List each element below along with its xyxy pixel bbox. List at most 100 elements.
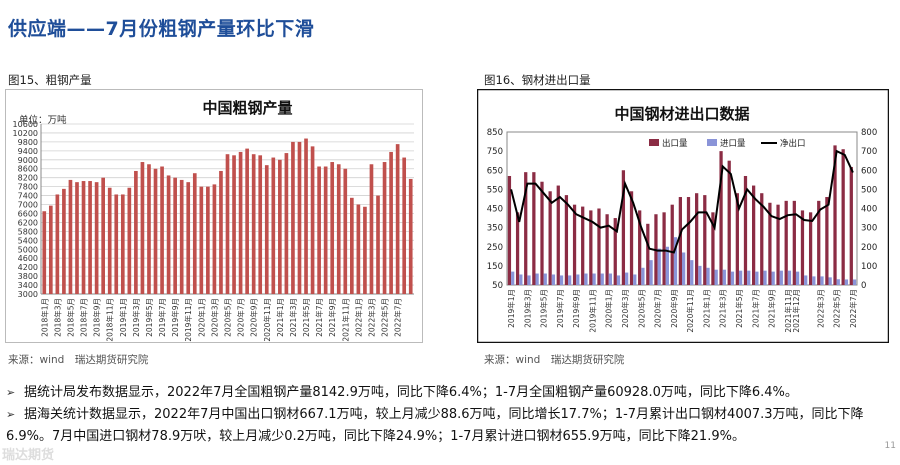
bar [278, 159, 282, 294]
x-tick-label: 2021年3月 [288, 298, 298, 337]
export-bar [532, 172, 536, 285]
x-tick-label: 2021年1月 [275, 298, 285, 337]
bar [251, 154, 256, 294]
export-bar [711, 212, 715, 285]
x-tick-label: 2019年11月 [183, 298, 193, 342]
bullet-item: ➢ 据海关统计数据显示，2022年7月中国出口钢材667.1万吨，较上月减少88.… [6, 404, 896, 448]
import-bar [641, 267, 645, 285]
legend-import-swatch [707, 139, 717, 146]
right-figure-caption: 图16、钢材进出口量 [484, 73, 591, 87]
export-bar [564, 195, 569, 285]
bar [323, 166, 328, 294]
x-tick-label: 2020年11月 [262, 298, 272, 342]
bar [94, 182, 99, 294]
export-bar [524, 172, 528, 285]
x-tick-label: 2021年7月 [750, 289, 760, 328]
export-bar [507, 175, 512, 285]
crude-steel-chart: 中国粗钢产量 单位：万吨 3000 3400 3800 4200 4600 5000 5400 5… [5, 89, 423, 343]
export-bar [695, 193, 699, 285]
y-tick-label: 7000 [18, 201, 38, 210]
bar [153, 168, 158, 294]
x-tick-label: 2020年5月 [636, 289, 646, 328]
right-y-tick-label: 200 [861, 243, 877, 253]
x-tick-label: 2020年1月 [604, 289, 614, 328]
import-bar [673, 237, 678, 285]
y-tick-label: 9400 [18, 147, 38, 156]
import-bar [657, 248, 661, 285]
y-tick-label: 9800 [18, 138, 38, 147]
export-bar [703, 195, 707, 285]
bar [232, 155, 236, 294]
import-bar [559, 275, 564, 285]
x-tick-label: 2022年5月 [832, 289, 842, 328]
y-tick-label: 4200 [18, 263, 38, 272]
x-tick-label: 2020年3月 [209, 298, 219, 337]
bar [42, 211, 47, 294]
import-bar [511, 271, 515, 285]
bar [173, 177, 177, 294]
export-bar [605, 214, 609, 285]
left-y-tick-label: 550 [487, 185, 503, 195]
chart-title: 中国粗钢产量 [202, 99, 292, 117]
x-tick-label: 2020年5月 [223, 298, 233, 337]
import-bar [625, 272, 629, 285]
y-tick-label: 7800 [18, 183, 38, 192]
import-bar [763, 270, 767, 285]
bar [127, 187, 132, 294]
bar [238, 151, 243, 294]
import-bar [836, 279, 840, 285]
export-bar [572, 204, 577, 285]
x-tick-label: 2019年5月 [539, 289, 549, 328]
export-bar [589, 210, 593, 285]
bar [68, 179, 73, 294]
import-bar [527, 275, 531, 285]
x-tick-label: 2018年5月 [65, 298, 75, 337]
import-bar [722, 269, 726, 285]
import-bar [812, 276, 816, 285]
bar [356, 204, 361, 294]
import-bar [738, 270, 743, 285]
y-tick-label: 6600 [18, 209, 38, 218]
watermark: 瑞达期货 [2, 448, 55, 463]
legend-export-swatch [649, 139, 659, 146]
export-bar [817, 200, 821, 285]
export-bar [678, 197, 682, 285]
bullet-text: 据统计局发布数据显示，2022年7月全国粗钢产量8142.9万吨，同比下降6.4… [24, 385, 798, 400]
bar [166, 175, 171, 294]
import-bar [551, 274, 556, 285]
x-tick-label: 2019年5月 [144, 298, 154, 337]
right-y-tick-label: 600 [861, 166, 877, 176]
import-bar [616, 275, 621, 285]
left-y-tick-label: 150 [487, 262, 503, 272]
import-bar [755, 271, 759, 285]
import-bar [682, 252, 686, 285]
right-y-tick-label: 800 [861, 128, 877, 138]
import-bar [771, 271, 775, 285]
x-tick-label: 2019年11月 [587, 289, 597, 333]
net-export-line [510, 149, 854, 254]
right-y-tick-label: 300 [861, 224, 877, 234]
x-tick-label: 2019年1月 [118, 298, 128, 337]
export-bar [719, 151, 723, 285]
left-y-tick-label: 50 [492, 281, 503, 291]
export-bar [825, 197, 829, 285]
y-tick-label: 8600 [18, 165, 38, 174]
x-tick-label: 2021年1月 [701, 289, 711, 328]
import-bar [828, 277, 832, 285]
bar [376, 195, 380, 294]
import-bar [543, 273, 547, 285]
bar [62, 188, 66, 294]
bar [271, 157, 276, 294]
import-bar [519, 274, 523, 285]
right-source-note: 来源：wind 瑞达期货研究院 [484, 354, 625, 366]
export-bar [727, 160, 731, 285]
import-bar [649, 260, 653, 285]
x-tick-label: 2022年7月 [848, 289, 858, 328]
bar [363, 206, 367, 294]
bar [199, 186, 204, 294]
left-y-tick-label: 850 [487, 128, 503, 138]
import-bar [600, 273, 604, 285]
import-bar [698, 265, 702, 285]
import-bar [633, 274, 637, 285]
